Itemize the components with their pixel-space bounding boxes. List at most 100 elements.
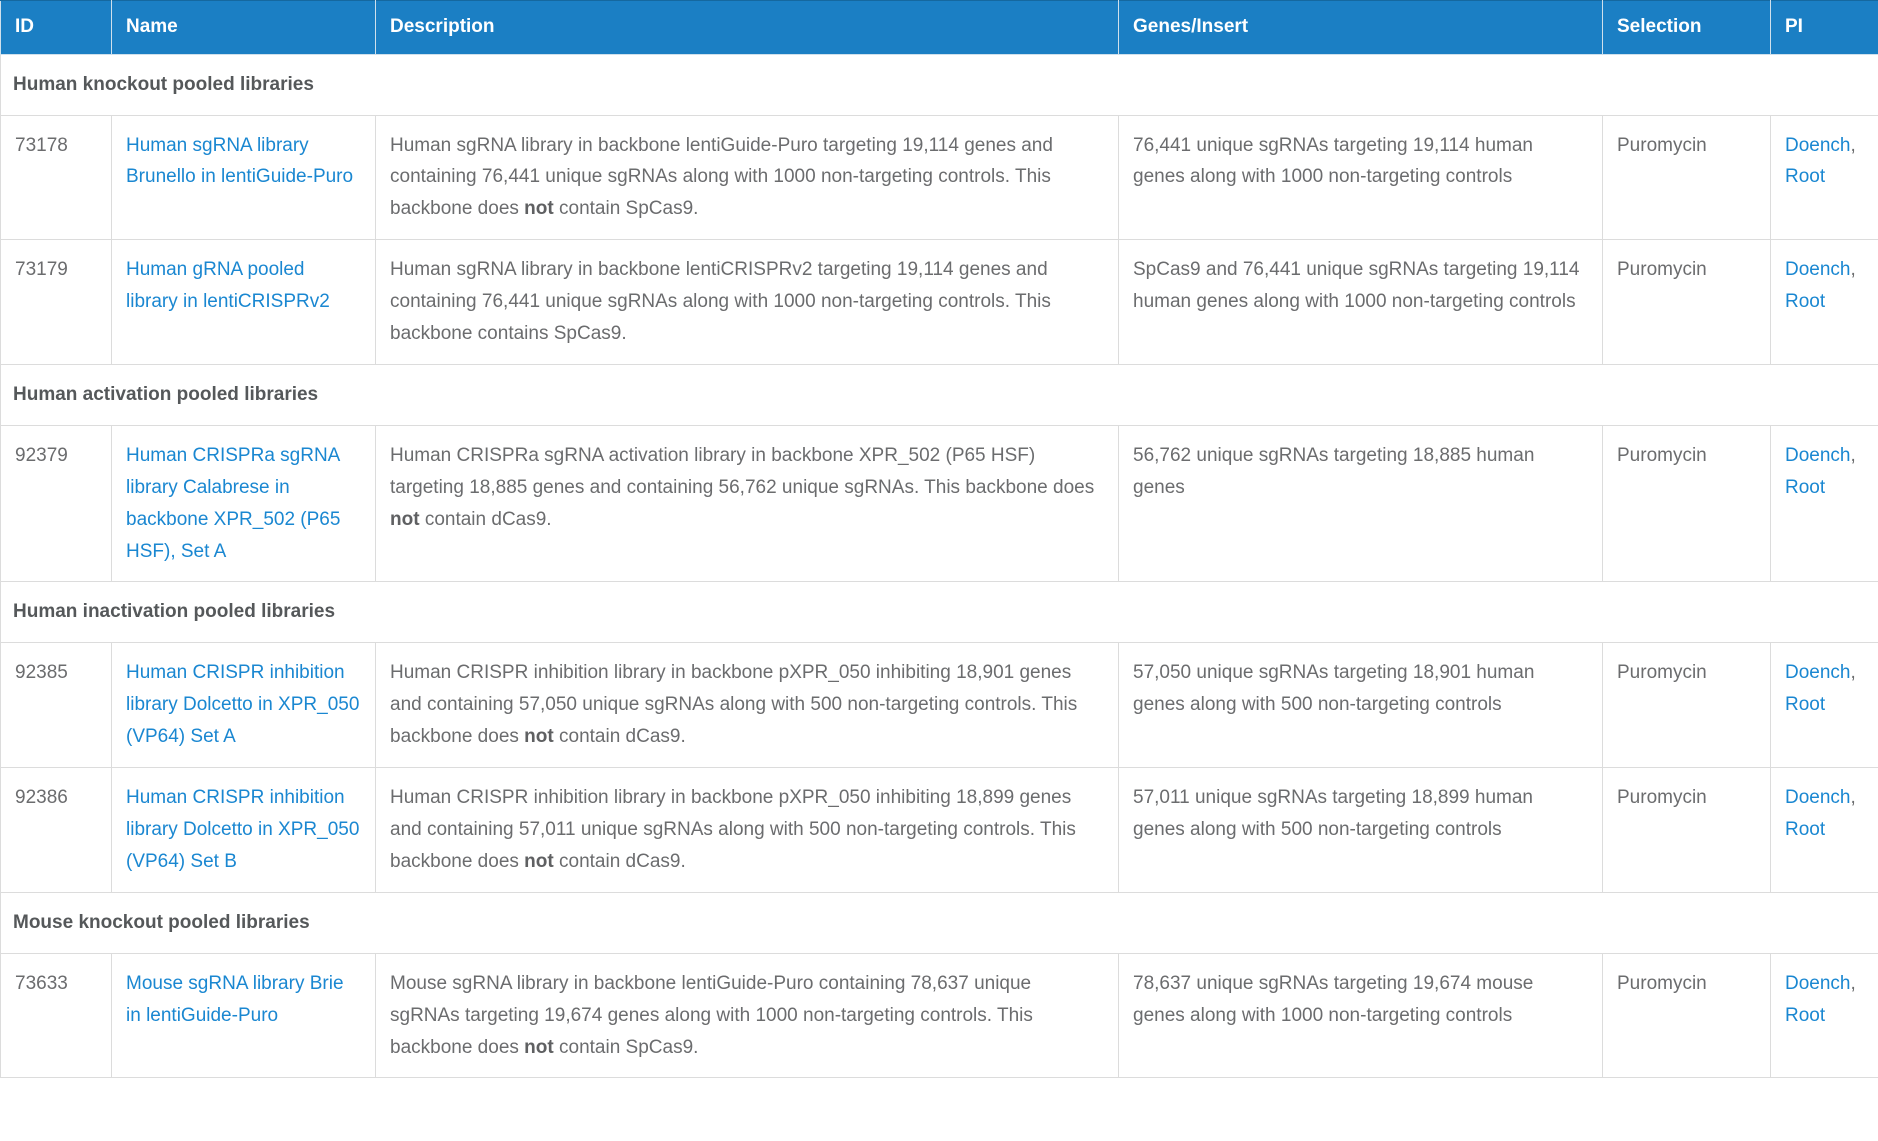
column-header-description: Description <box>375 0 1119 55</box>
section-row-human-activation: Human activation pooled libraries <box>0 363 1878 426</box>
section-title: Mouse knockout pooled libraries <box>0 891 1878 954</box>
cell-name: Human gRNA pooled library in lentiCRISPR… <box>111 239 376 365</box>
description-bold-text: not <box>524 850 554 872</box>
description-text-after: contain SpCas9. <box>553 1036 699 1058</box>
table-header: ID Name Description Genes/Insert Selecti… <box>0 0 1878 55</box>
cell-description: Mouse sgRNA library in backbone lentiGui… <box>375 952 1119 1079</box>
pi-separator: , <box>1850 444 1856 466</box>
column-header-pi: PI <box>1770 0 1878 55</box>
cell-description: Human CRISPR inhibition library in backb… <box>375 642 1119 769</box>
cell-name: Human CRISPR inhibition library Dolcetto… <box>111 767 376 893</box>
cell-genes-insert: 76,441 unique sgRNAs targeting 19,114 hu… <box>1118 114 1603 241</box>
pi-link[interactable]: Root <box>1785 1004 1826 1026</box>
pi-link[interactable]: Root <box>1785 291 1826 313</box>
description-bold-text: not <box>390 508 420 530</box>
cell-selection: Puromycin <box>1602 952 1771 1079</box>
pi-link[interactable]: Doench <box>1785 134 1851 156</box>
cell-id: 92385 <box>0 642 112 769</box>
table-row: 73179 Human gRNA pooled library in lenti… <box>0 239 1878 365</box>
table-row: 92385 Human CRISPR inhibition library Do… <box>0 642 1878 769</box>
description-text-after: contain dCas9. <box>553 726 686 748</box>
section-title: Human inactivation pooled libraries <box>0 581 1878 644</box>
column-header-genes-insert: Genes/Insert <box>1118 0 1603 55</box>
cell-pi: Doench, Root <box>1770 114 1878 241</box>
pi-link[interactable]: Doench <box>1785 972 1851 994</box>
pi-link[interactable]: Root <box>1785 166 1826 188</box>
cell-name: Human sgRNA library Brunello in lentiGui… <box>111 114 376 241</box>
cell-selection: Puromycin <box>1602 114 1771 241</box>
cell-pi: Doench, Root <box>1770 952 1878 1079</box>
cell-pi: Doench, Root <box>1770 239 1878 365</box>
description-text-after: contain dCas9. <box>419 508 552 530</box>
pi-link[interactable]: Doench <box>1785 259 1851 281</box>
cell-name: Human CRISPRa sgRNA library Calabrese in… <box>111 424 376 583</box>
table-row: 92379 Human CRISPRa sgRNA library Calabr… <box>0 424 1878 583</box>
cell-selection: Puromycin <box>1602 239 1771 365</box>
cell-id: 92379 <box>0 424 112 583</box>
pi-link[interactable]: Doench <box>1785 662 1851 684</box>
cell-genes-insert: SpCas9 and 76,441 unique sgRNAs targetin… <box>1118 239 1603 365</box>
cell-description: Human CRISPRa sgRNA activation library i… <box>375 424 1119 583</box>
pi-link[interactable]: Doench <box>1785 444 1851 466</box>
cell-genes-insert: 57,011 unique sgRNAs targeting 18,899 hu… <box>1118 767 1603 893</box>
plasmid-name-link[interactable]: Mouse sgRNA library Brie in lentiGuide-P… <box>126 972 344 1026</box>
cell-id: 92386 <box>0 767 112 893</box>
section-row-mouse-knockout: Mouse knockout pooled libraries <box>0 891 1878 954</box>
cell-genes-insert: 78,637 unique sgRNAs targeting 19,674 mo… <box>1118 952 1603 1079</box>
section-row-human-inactivation: Human inactivation pooled libraries <box>0 581 1878 644</box>
description-text: Human sgRNA library in backbone lentiCRI… <box>390 259 1051 345</box>
table-row: 92386 Human CRISPR inhibition library Do… <box>0 767 1878 893</box>
plasmid-name-link[interactable]: Human CRISPR inhibition library Dolcetto… <box>126 787 360 872</box>
pi-link[interactable]: Doench <box>1785 787 1851 809</box>
table-row: 73178 Human sgRNA library Brunello in le… <box>0 114 1878 241</box>
cell-selection: Puromycin <box>1602 767 1771 893</box>
column-header-selection: Selection <box>1602 0 1771 55</box>
pi-separator: , <box>1850 787 1856 809</box>
cell-name: Mouse sgRNA library Brie in lentiGuide-P… <box>111 952 376 1079</box>
pi-link[interactable]: Root <box>1785 819 1826 840</box>
description-bold-text: not <box>524 1036 554 1058</box>
cell-genes-insert: 56,762 unique sgRNAs targeting 18,885 hu… <box>1118 424 1603 583</box>
cell-selection: Puromycin <box>1602 424 1771 583</box>
pooled-libraries-table: ID Name Description Genes/Insert Selecti… <box>0 0 1878 1079</box>
description-text: Mouse sgRNA library in backbone lentiGui… <box>390 972 1033 1058</box>
cell-id: 73633 <box>0 952 112 1079</box>
description-text: Human CRISPRa sgRNA activation library i… <box>390 444 1095 498</box>
description-text-after: contain dCas9. <box>553 850 686 872</box>
plasmid-name-link[interactable]: Human CRISPR inhibition library Dolcetto… <box>126 662 360 748</box>
description-text: Human CRISPR inhibition library in backb… <box>390 662 1078 748</box>
pi-separator: , <box>1850 972 1856 994</box>
section-row-human-knockout: Human knockout pooled libraries <box>0 53 1878 116</box>
pi-link[interactable]: Root <box>1785 476 1826 498</box>
section-title: Human activation pooled libraries <box>0 363 1878 426</box>
cell-description: Human CRISPR inhibition library in backb… <box>375 767 1119 893</box>
plasmid-name-link[interactable]: Human CRISPRa sgRNA library Calabrese in… <box>126 444 341 562</box>
description-text-after: contain SpCas9. <box>553 198 699 220</box>
cell-description: Human sgRNA library in backbone lentiGui… <box>375 114 1119 241</box>
pi-separator: , <box>1850 259 1856 281</box>
description-bold-text: not <box>524 198 554 220</box>
column-header-id: ID <box>0 0 112 55</box>
description-bold-text: not <box>524 726 554 748</box>
cell-selection: Puromycin <box>1602 642 1771 769</box>
cell-id: 73179 <box>0 239 112 365</box>
pi-separator: , <box>1850 662 1856 684</box>
cell-genes-insert: 57,050 unique sgRNAs targeting 18,901 hu… <box>1118 642 1603 769</box>
plasmid-name-link[interactable]: Human gRNA pooled library in lentiCRISPR… <box>126 259 330 313</box>
cell-id: 73178 <box>0 114 112 241</box>
description-text: Human CRISPR inhibition library in backb… <box>390 787 1076 872</box>
section-title: Human knockout pooled libraries <box>0 53 1878 116</box>
pi-separator: , <box>1850 134 1856 156</box>
plasmid-name-link[interactable]: Human sgRNA library Brunello in lentiGui… <box>126 134 354 188</box>
description-text: Human sgRNA library in backbone lentiGui… <box>390 134 1053 220</box>
cell-name: Human CRISPR inhibition library Dolcetto… <box>111 642 376 769</box>
cell-pi: Doench, Root <box>1770 642 1878 769</box>
header-row: ID Name Description Genes/Insert Selecti… <box>0 0 1878 55</box>
cell-pi: Doench, Root <box>1770 424 1878 583</box>
pi-link[interactable]: Root <box>1785 694 1826 716</box>
cell-description: Human sgRNA library in backbone lentiCRI… <box>375 239 1119 365</box>
table-row: 73633 Mouse sgRNA library Brie in lentiG… <box>0 952 1878 1079</box>
cell-pi: Doench, Root <box>1770 767 1878 893</box>
column-header-name: Name <box>111 0 376 55</box>
